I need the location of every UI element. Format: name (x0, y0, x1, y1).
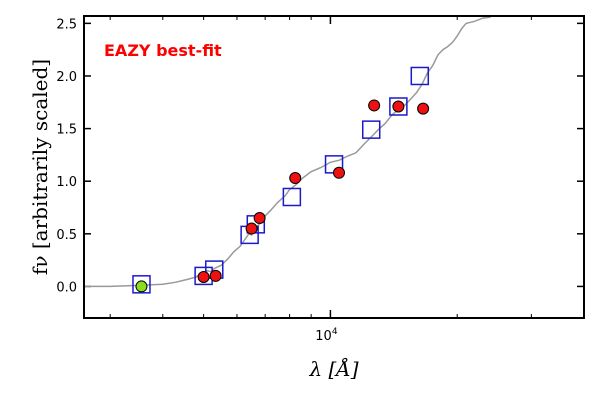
observed-point (392, 100, 405, 113)
model-photometry-box (389, 97, 408, 116)
tick-marks (84, 16, 585, 318)
observed-point (368, 99, 381, 112)
model-photometry-box (132, 275, 151, 294)
model-photometry-box (410, 66, 430, 86)
plot-frame (83, 15, 585, 319)
x-axis-label: λ [Å] (308, 356, 358, 381)
model-spectrum-layer (84, 16, 491, 288)
y-tick-label: 2.5 (56, 17, 77, 32)
y-tick-label: 2.0 (56, 70, 77, 85)
y-tick-label: 1.5 (56, 123, 77, 138)
y-tick-label: 0.5 (56, 228, 77, 243)
observed-point (245, 222, 258, 235)
observed-point (417, 102, 430, 115)
observed-point (197, 270, 210, 283)
observed-photometry-layer (135, 99, 430, 293)
y-tick-label: 0.0 (56, 280, 77, 295)
x-tick-label: 104 (315, 327, 338, 344)
y-axis-label: fν [arbitrarily scaled] (28, 59, 52, 275)
annotation-text: EAZY best-fit (104, 41, 222, 60)
observed-point (289, 172, 302, 185)
observed-point (332, 166, 345, 179)
observed-point (253, 212, 266, 225)
observed-point (135, 280, 148, 293)
model-photometry-box (361, 120, 381, 139)
model-photometry-layer (132, 66, 430, 294)
model-photometry-box (282, 187, 302, 207)
model-spectrum-line (84, 16, 491, 288)
observed-point (209, 269, 222, 282)
y-tick-label: 1.0 (56, 175, 77, 190)
tick-labels: 0.0 0.5 1.0 1.5 2.0 2.5 104 (56, 17, 338, 344)
